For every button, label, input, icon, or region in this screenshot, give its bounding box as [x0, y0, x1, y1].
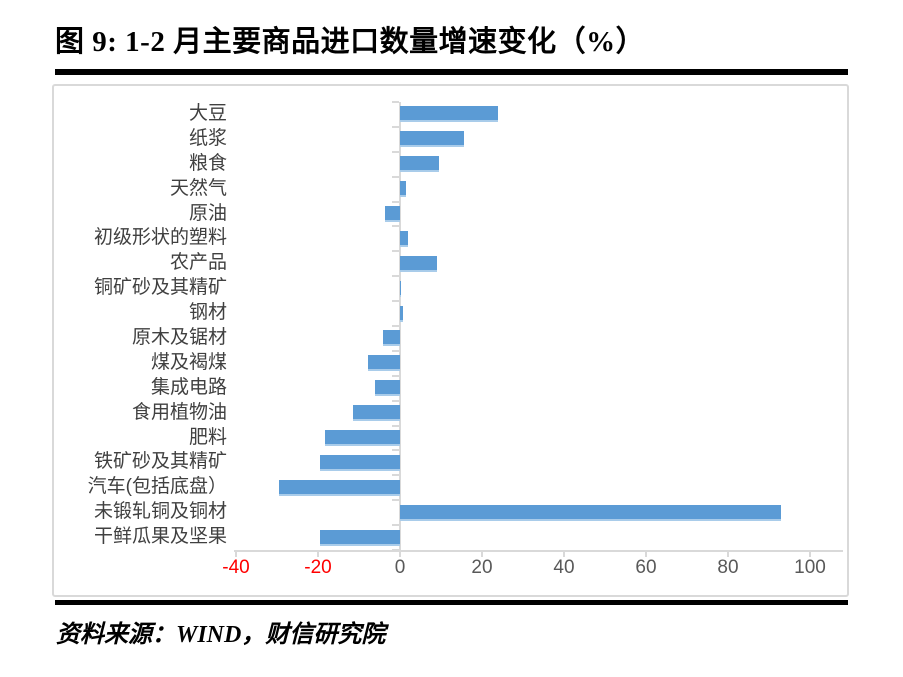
bar	[384, 206, 400, 222]
category-tick	[392, 175, 399, 178]
x-axis-tick	[399, 552, 401, 557]
x-tick-label: 0	[394, 557, 406, 578]
category-tick	[392, 200, 399, 203]
bar	[400, 131, 464, 148]
title-divider-rule	[55, 69, 848, 75]
category-label: 干鲜瓜果及坚果	[93, 526, 227, 548]
category-tick	[392, 374, 399, 377]
bar	[375, 380, 400, 397]
bar	[400, 156, 439, 173]
bar	[400, 280, 402, 297]
category-tick	[392, 101, 399, 103]
category-label: 肥料	[188, 426, 227, 448]
bar	[368, 355, 400, 372]
category-label: 纸浆	[188, 127, 227, 149]
x-axis-tick	[645, 552, 647, 557]
zero-axis-line	[399, 102, 401, 550]
category-tick	[392, 325, 399, 327]
category-tick	[392, 424, 399, 427]
bar	[382, 330, 400, 347]
x-axis-tick	[563, 552, 565, 557]
category-label: 钢材	[188, 302, 227, 324]
category-tick	[392, 225, 399, 228]
category-tick	[392, 250, 399, 253]
category-label: 汽车(包括底盘）	[87, 476, 227, 498]
x-tick-label: 40	[553, 557, 575, 578]
category-label: 粮食	[188, 152, 227, 174]
source-note: 资料来源：WIND，财信研究院	[56, 622, 386, 648]
category-tick	[392, 150, 399, 153]
bar	[400, 305, 403, 322]
bar	[400, 255, 437, 272]
category-label: 原木及锯材	[131, 327, 227, 348]
bar	[324, 430, 400, 446]
category-tick	[392, 349, 399, 352]
x-axis-line	[234, 550, 843, 552]
category-label: 未锻轧铜及铜材	[93, 501, 227, 523]
category-label: 大豆	[188, 103, 227, 124]
category-label: 天然气	[169, 177, 227, 199]
category-tick	[392, 524, 399, 527]
category-label: 集成电路	[150, 376, 227, 398]
x-tick-label: -40	[222, 557, 250, 578]
category-tick	[392, 125, 399, 128]
bar	[320, 529, 400, 546]
x-axis-tick	[727, 552, 729, 557]
bar	[400, 230, 409, 247]
category-tick	[392, 474, 399, 477]
x-tick-label: 60	[635, 557, 657, 578]
bar	[400, 504, 782, 521]
category-label: 铜矿砂及其精矿	[93, 277, 227, 299]
x-axis-tick	[317, 552, 319, 557]
category-tick	[392, 499, 399, 502]
x-axis-tick	[235, 552, 237, 557]
bar	[400, 106, 499, 123]
category-label: 煤及褐煤	[150, 351, 227, 373]
category-label: 铁矿砂及其精矿	[93, 451, 227, 473]
category-tick	[392, 449, 399, 452]
bar	[352, 405, 400, 422]
figure-title: 图 9: 1-2 月主要商品进口数量增速变化（%）	[55, 26, 646, 58]
chart-frame: -40 -20 0 20 40 60 80 100 大豆纸浆粮食天然气原油初级形状的塑料农产品铜…	[52, 84, 849, 597]
bar	[400, 181, 407, 198]
category-tick	[392, 300, 399, 303]
x-tick-label: 100	[794, 557, 826, 578]
bar	[320, 454, 400, 471]
category-label: 食用植物油	[131, 401, 227, 423]
bar	[279, 479, 400, 496]
footer-divider-rule	[55, 600, 848, 605]
category-label: 初级形状的塑料	[93, 227, 227, 249]
category-tick	[392, 399, 399, 402]
x-axis-tick	[809, 552, 811, 557]
x-tick-label: 20	[471, 557, 493, 578]
category-tick	[392, 275, 399, 278]
x-tick-label: 80	[717, 557, 739, 578]
x-tick-label: -20	[304, 557, 332, 578]
category-label: 农产品	[169, 252, 227, 274]
plot-area: -40 -20 0 20 40 60 80 100 大豆纸浆粮食天然气原油初级形状的塑料农产品铜…	[54, 86, 847, 595]
category-label: 原油	[188, 202, 227, 224]
x-axis-tick	[481, 552, 483, 557]
